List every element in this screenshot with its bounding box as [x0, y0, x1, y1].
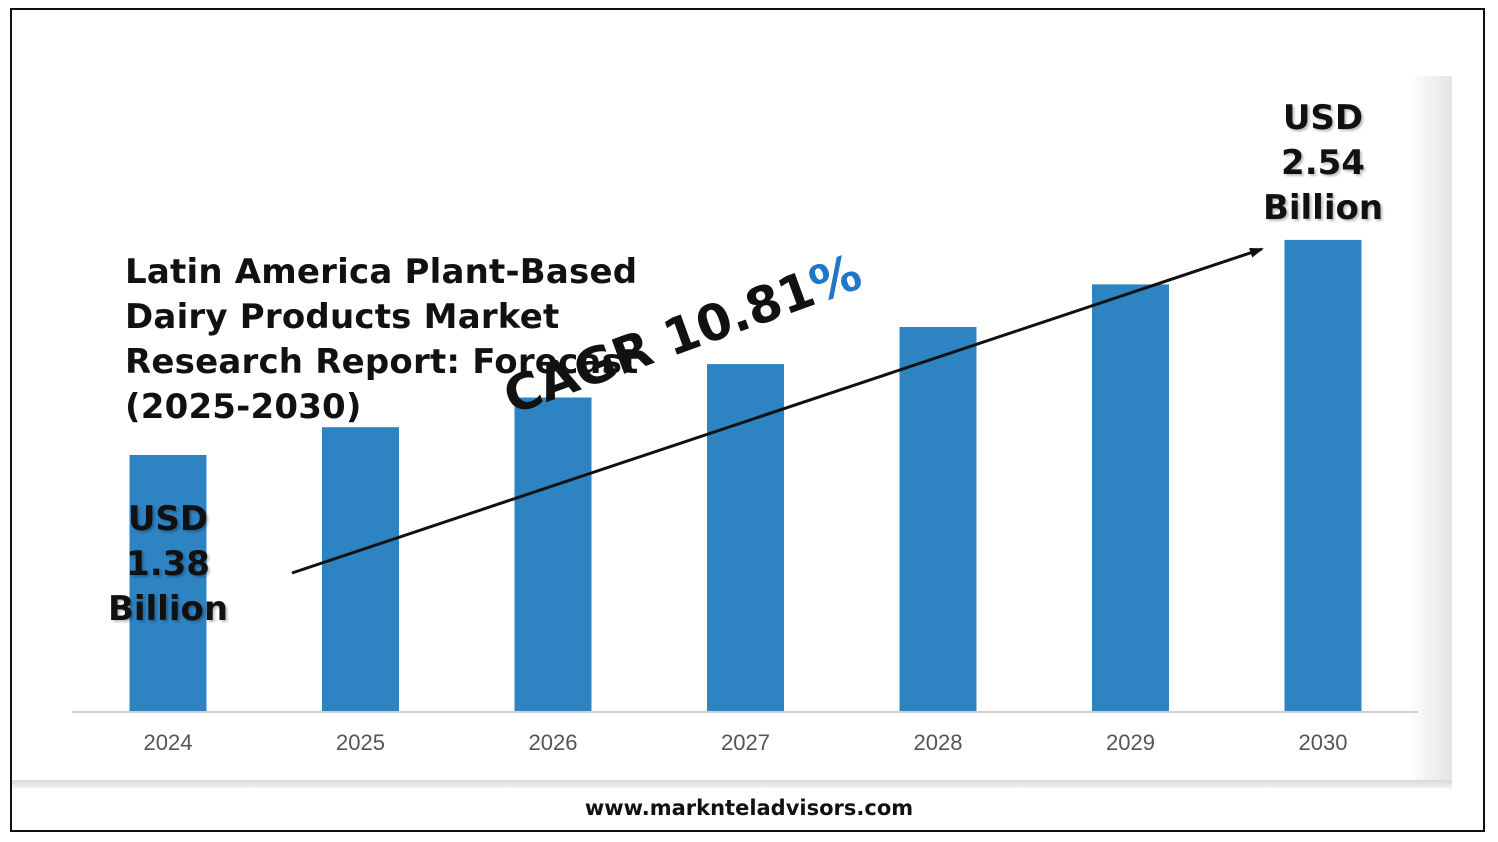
bar-2026 [514, 397, 592, 711]
bar-2029 [1092, 284, 1169, 711]
bar-2027 [707, 364, 784, 711]
x-tick-label-2025: 2025 [336, 730, 385, 755]
bar-2030 [1284, 239, 1362, 711]
x-tick-label-2029: 2029 [1106, 730, 1155, 755]
start-value-amount: 1.38 [126, 544, 210, 584]
start-value-unit: Billion [107, 589, 229, 629]
chart-title: Latin America Plant-Based Dairy Products… [125, 252, 639, 427]
x-tick-label-2028: 2028 [914, 730, 963, 755]
end-value-label: USD 2.54 Billion [1243, 96, 1403, 231]
bar-2028 [899, 327, 977, 711]
start-value-currency: USD [127, 499, 209, 539]
footer-website[interactable]: www.marknteladvisors.com [584, 796, 914, 820]
x-axis-ticks: 2024 2025 2026 2027 2028 2029 2030 [144, 730, 1348, 755]
bar-2025 [322, 427, 399, 711]
growth-arrow [291, 247, 1264, 575]
start-value-label: USD 1.38 Billion [88, 497, 248, 632]
end-value-amount: 2.54 [1281, 143, 1365, 183]
x-tick-label-2027: 2027 [721, 730, 770, 755]
x-tick-label-2024: 2024 [144, 730, 193, 755]
x-tick-label-2030: 2030 [1299, 730, 1348, 755]
chart-panel-bottom-shadow [12, 780, 1452, 788]
x-tick-label-2026: 2026 [529, 730, 578, 755]
bar-series [129, 239, 1362, 711]
end-value-currency: USD [1282, 98, 1364, 138]
bar-2024 [129, 455, 207, 711]
end-value-unit: Billion [1262, 188, 1384, 228]
